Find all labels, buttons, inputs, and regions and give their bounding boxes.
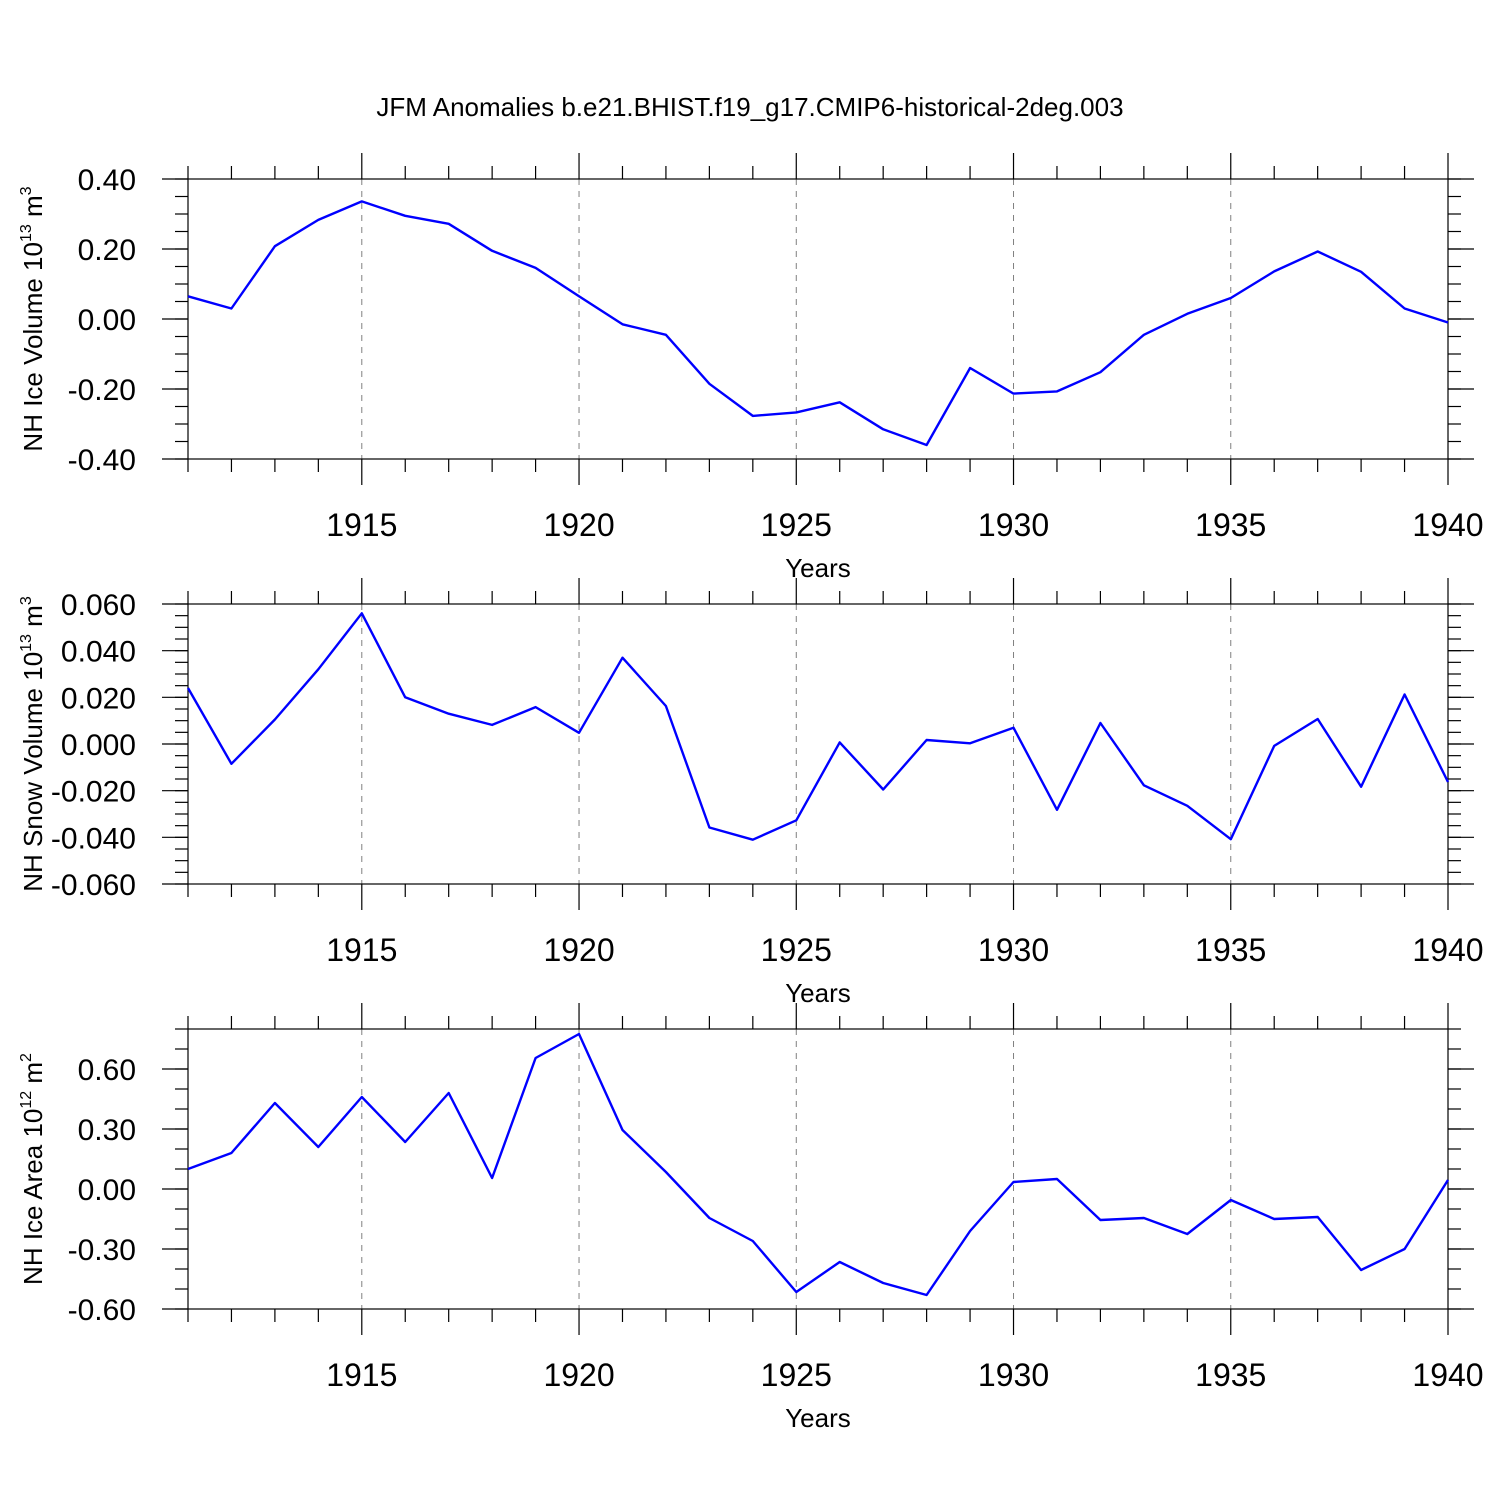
snow-volume-x-tick-label: 1920 [543, 932, 614, 968]
ice-area-y-tick-label: -0.30 [68, 1234, 136, 1267]
ice-volume-y-tick-label: 0.40 [78, 164, 136, 197]
ice-area-y-tick-label: -0.60 [68, 1294, 136, 1327]
ice-volume-plot-frame [187, 178, 1449, 460]
ice-volume-y-axis-label: NH Ice Volume 1013 m3 [18, 186, 48, 451]
ice-volume-x-tick-label: 1920 [543, 507, 614, 543]
ice-volume-y-tick-label: 0.20 [78, 234, 136, 267]
snow-volume-y-tick-label: 0.060 [61, 589, 136, 622]
snow-volume-y-tick-label: -0.040 [51, 822, 136, 855]
ice-volume-x-axis-label: Years [785, 553, 851, 583]
ice-area-x-tick-label: 1940 [1412, 1357, 1483, 1393]
snow-volume-y-tick-label: -0.020 [51, 776, 136, 809]
ice-area-y-axis-label: NH Ice Area 1012 m2 [18, 1053, 48, 1285]
snow-volume-x-tick-label: 1915 [326, 932, 397, 968]
ice-volume-y-tick-label: 0.00 [78, 304, 136, 337]
ice-volume-y-tick-label: -0.40 [68, 444, 136, 477]
snow-volume-x-tick-label: 1935 [1195, 932, 1266, 968]
ice-area-x-tick-label: 1920 [543, 1357, 614, 1393]
ice-area-series-line [187, 1032, 1450, 1297]
ice-area-plot-frame [187, 1028, 1449, 1310]
ice-area-panel: -0.60 -0.30 0.00 0.30 0.60 1915 1920 1925 1930 19… [18, 1003, 1484, 1433]
ice-area-y-tick-label: 0.60 [78, 1054, 136, 1087]
snow-volume-x-tick-label: 1925 [761, 932, 832, 968]
snow-volume-y-tick-label: 0.020 [61, 682, 136, 715]
ice-volume-x-tick-label: 1940 [1412, 507, 1483, 543]
snow-volume-y-tick-label: 0.040 [61, 636, 136, 669]
snow-volume-y-tick-label: 0.000 [61, 729, 136, 762]
snow-volume-panel: -0.060 -0.040 -0.020 0.000 0.020 0.040 0.060 19… [18, 578, 1484, 1008]
ice-volume-x-tick-label: 1925 [761, 507, 832, 543]
snow-volume-x-tick-label: 1940 [1412, 932, 1483, 968]
snow-volume-x-axis-label: Years [785, 978, 851, 1008]
ice-area-x-tick-label: 1930 [978, 1357, 1049, 1393]
ice-volume-x-tick-label: 1915 [326, 507, 397, 543]
snow-volume-plot-frame [187, 603, 1449, 885]
snow-volume-x-tick-label: 1930 [978, 932, 1049, 968]
snow-volume-y-axis-label: NH Snow Volume 1013 m3 [18, 596, 48, 892]
ice-volume-series-line [187, 200, 1449, 447]
ice-area-x-axis-label: Years [785, 1403, 851, 1433]
plots-container: -0.40 -0.20 0.00 0.20 0.40 1915 1920 1925 1930 19… [18, 153, 1484, 1433]
ice-area-x-tick-label: 1925 [761, 1357, 832, 1393]
ice-area-y-tick-label: 0.30 [78, 1114, 136, 1147]
ice-area-y-tick-label: 0.00 [78, 1174, 136, 1207]
ice-area-x-tick-label: 1915 [326, 1357, 397, 1393]
ice-volume-panel: -0.40 -0.20 0.00 0.20 0.40 1915 1920 1925 1930 19… [18, 153, 1484, 583]
ice-volume-x-tick-label: 1935 [1195, 507, 1266, 543]
ice-area-x-tick-label: 1935 [1195, 1357, 1266, 1393]
snow-volume-series-line [186, 612, 1450, 841]
ice-volume-x-tick-label: 1930 [978, 507, 1049, 543]
chart-title: JFM Anomalies b.e21.BHIST.f19_g17.CMIP6-… [376, 92, 1123, 122]
ice-volume-y-tick-label: -0.20 [68, 374, 136, 407]
snow-volume-y-tick-label: -0.060 [51, 869, 136, 902]
